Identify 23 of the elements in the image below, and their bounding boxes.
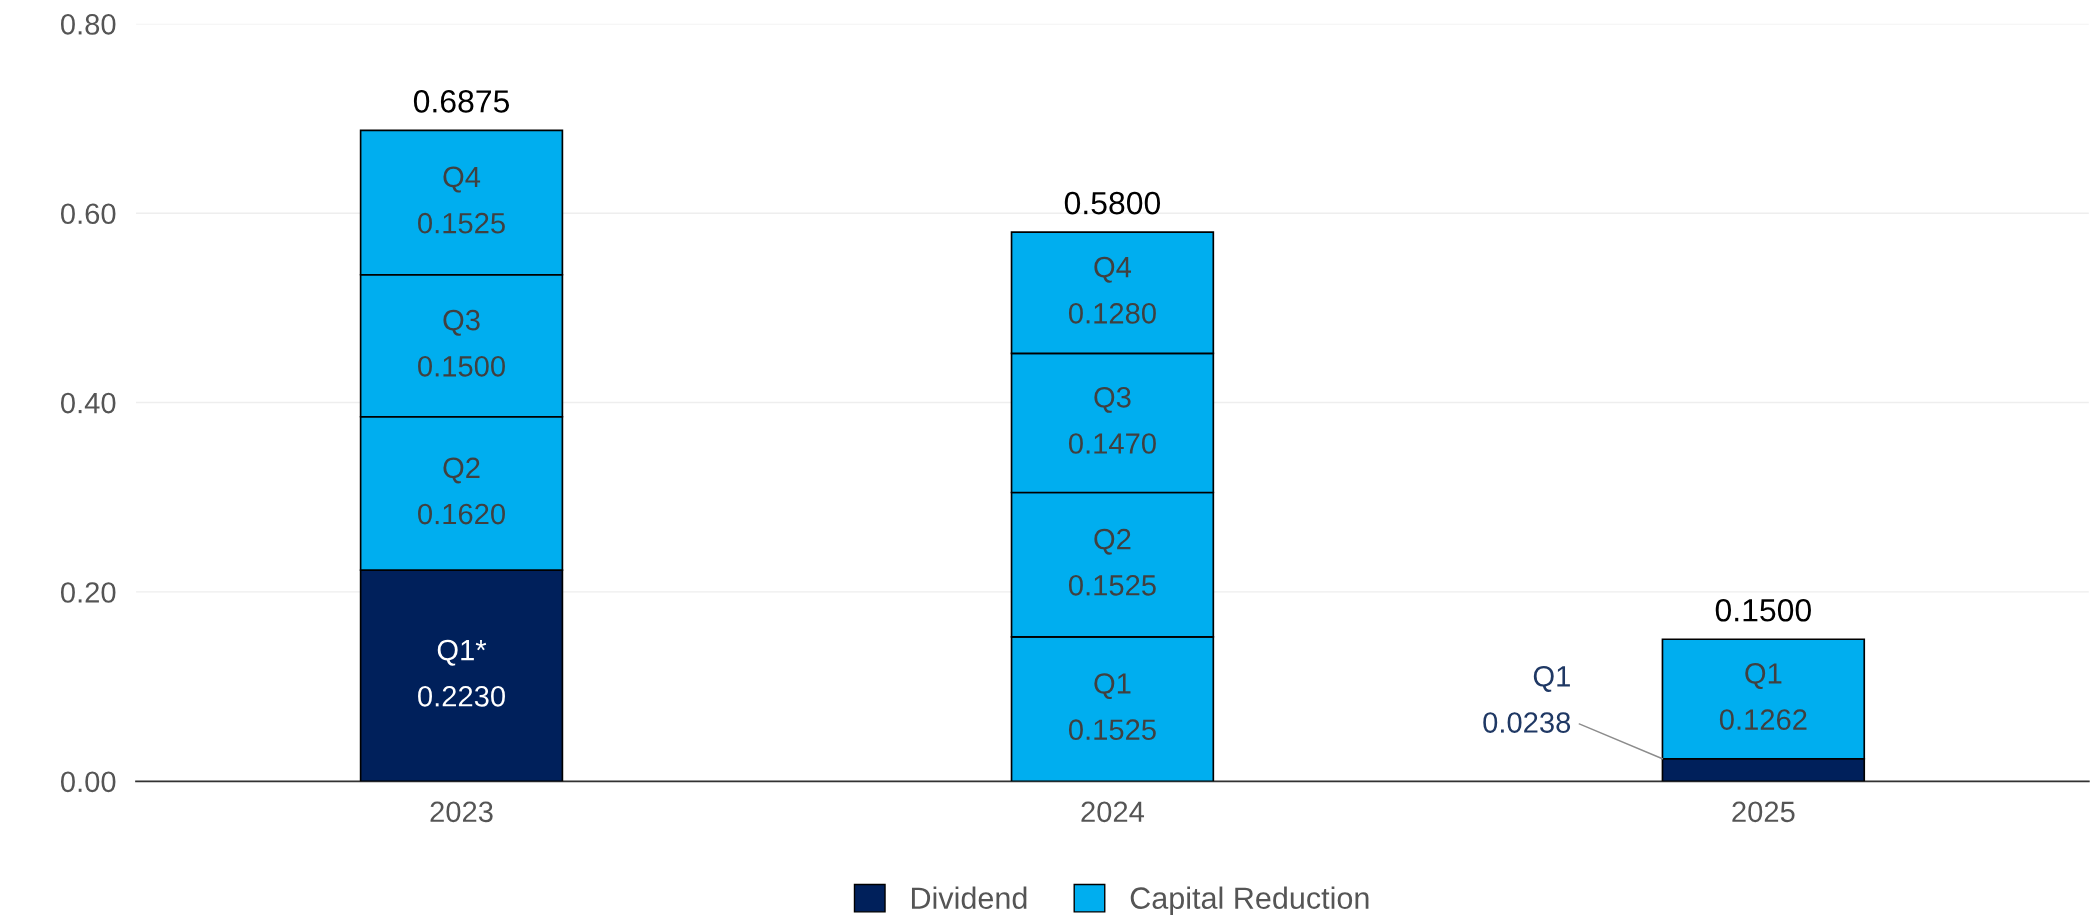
x-tick-label: 2023 (430, 801, 493, 823)
total-label: 0.5800 (1064, 191, 1161, 215)
y-tick-label: 0.60 (60, 203, 116, 225)
y-tick-label: 0.80 (60, 14, 116, 35)
legend-label: Dividend (911, 886, 1027, 909)
data-label: Q3 0.1500 (418, 309, 505, 377)
y-tick-label: 0.40 (60, 392, 116, 414)
y-tick-label: 0.00 (60, 771, 116, 793)
data-label: Q1 0.1262 (1719, 663, 1807, 730)
data-label: Q3 0.1470 (1068, 386, 1156, 454)
total-label: 0.6875 (413, 90, 510, 113)
x-tick-label: 2025 (1732, 801, 1795, 823)
data-label: Q1 0.1525 (1068, 673, 1156, 741)
data-label: Q4 0.1280 (1068, 256, 1156, 324)
data-label: Q1* 0.2230 (418, 639, 505, 707)
legend-label: Capital Reduction (1130, 886, 1369, 916)
data-label: Q4 0.1525 (418, 166, 505, 234)
x-tick-label: 2024 (1081, 801, 1145, 823)
data-label: Q2 0.1620 (418, 457, 505, 525)
total-label: 0.1500 (1715, 598, 1811, 622)
data-label: Q1 0.0238 (1483, 666, 1571, 733)
y-tick-label: 0.20 (60, 582, 116, 603)
data-label: Q2 0.1525 (1068, 528, 1156, 596)
